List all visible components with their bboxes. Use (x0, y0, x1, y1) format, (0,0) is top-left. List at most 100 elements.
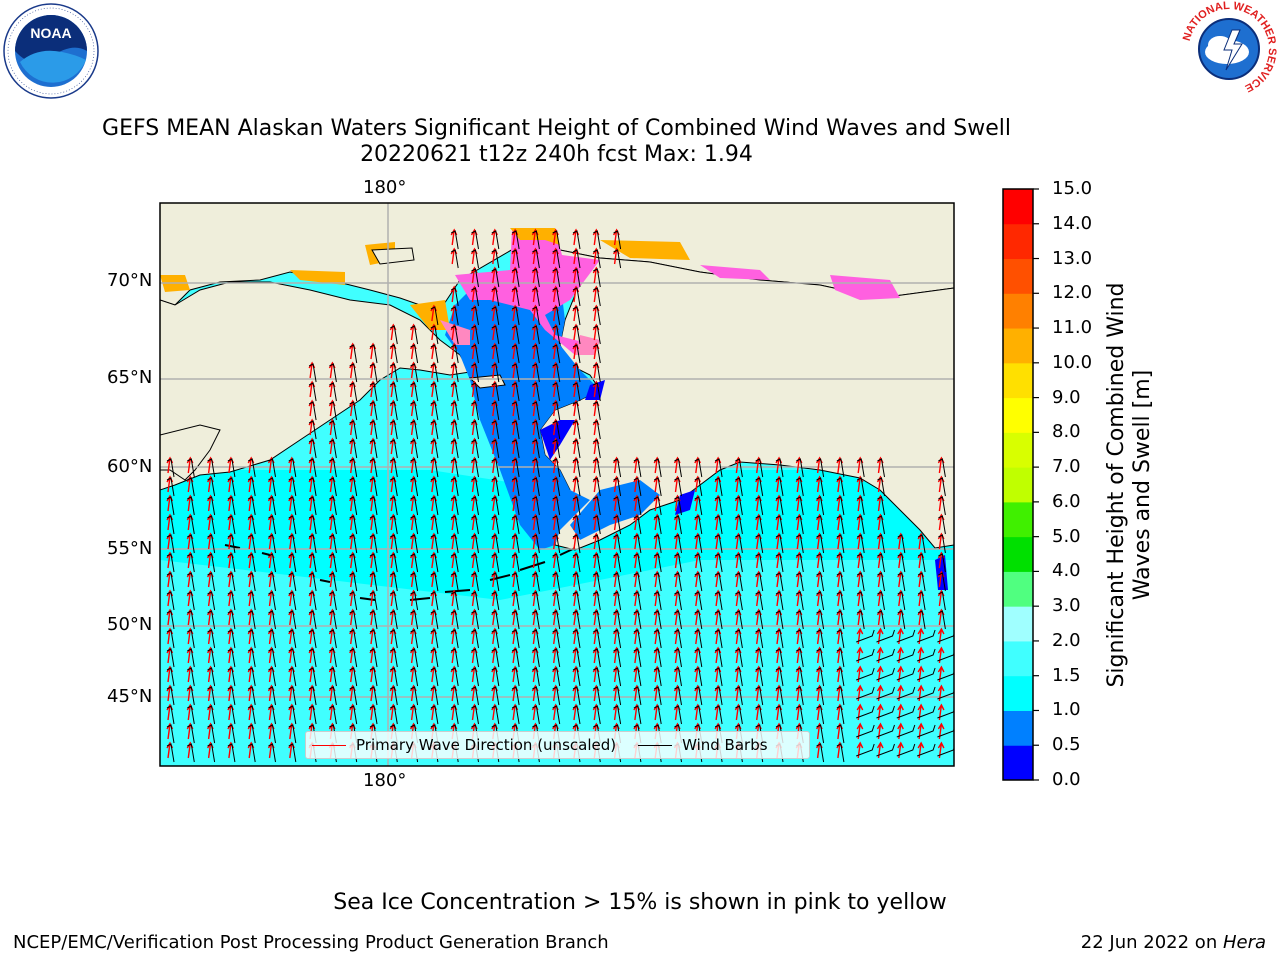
wind-barb (410, 420, 419, 440)
wind-barb (653, 591, 662, 611)
wind-barb (166, 629, 175, 649)
wind-barb (349, 363, 358, 383)
ocean-0.5-1m-region (445, 260, 600, 550)
colorbar-tick-label: 5.0 (1052, 525, 1081, 547)
lat-label-65: 65°N (107, 367, 153, 388)
wind-barb (369, 534, 378, 554)
wind-barb (166, 553, 175, 573)
wind-barb (349, 686, 358, 706)
wind-barb (735, 610, 743, 630)
wind-barb (816, 591, 825, 611)
wind-barb (775, 515, 784, 535)
wind-barb (410, 401, 419, 421)
wind-barb (938, 591, 946, 611)
colorbar-band (1003, 362, 1033, 399)
wind-barb (856, 515, 865, 535)
wind-barb (247, 648, 256, 668)
wind-barb (450, 287, 459, 307)
wind-barb (694, 553, 703, 573)
wind-barb (714, 458, 723, 478)
wind-barb (552, 496, 561, 516)
wind-barb (187, 743, 195, 763)
wind-barb (572, 401, 581, 421)
wind-barb (613, 572, 622, 592)
wind-barb (674, 629, 682, 649)
wind-barb (491, 477, 500, 497)
wind-barb (755, 458, 764, 478)
wind-barb (714, 610, 723, 630)
wind-barb (633, 629, 642, 649)
wind-barb (572, 477, 581, 497)
wind-barb (288, 458, 297, 478)
wind-barb (511, 629, 520, 649)
wind-barb (268, 724, 276, 744)
wind-barb (532, 306, 540, 326)
wind-barb (572, 705, 581, 725)
wind-barb (532, 705, 540, 725)
wind-barb (593, 686, 601, 706)
wind-barb (187, 686, 195, 706)
wind-barb (735, 629, 743, 649)
wind-barb (268, 458, 276, 478)
lat-label-45: 45°N (107, 686, 153, 707)
wind-barb (430, 325, 439, 345)
wind-barb (491, 496, 500, 516)
wind-barb (471, 705, 479, 725)
wind-barb (593, 249, 601, 269)
wind-barb (349, 439, 358, 459)
wind-barb (430, 591, 439, 611)
wind-barb (369, 458, 378, 478)
wind-barb (410, 458, 419, 478)
wind-barb (471, 553, 479, 573)
wind-barb (876, 743, 895, 757)
wind-barb (288, 496, 297, 516)
wind-barb (430, 458, 439, 478)
wind-barb (796, 515, 804, 535)
wind-barb (288, 648, 297, 668)
wind-barb (714, 667, 723, 687)
wind-barb (207, 667, 216, 687)
wind-barb (430, 705, 439, 725)
wind-barb (938, 534, 946, 554)
wind-barb (430, 629, 439, 649)
wind-barb (775, 591, 784, 611)
wind-barb (166, 705, 175, 725)
wind-barb (775, 705, 784, 725)
wind-barb (329, 686, 337, 706)
wind-barb (511, 401, 520, 421)
footer-left: NCEP/EMC/Verification Post Processing Pr… (13, 932, 609, 953)
wind-barb (288, 629, 297, 649)
wind-barb (897, 610, 906, 630)
wind-barb (329, 420, 337, 440)
wind-barb (369, 344, 378, 364)
legend-label-wind: Wind Barbs (682, 736, 768, 754)
wind-barb (349, 344, 358, 364)
wind-barb (593, 553, 601, 573)
colorbar-tick-label: 8.0 (1052, 421, 1081, 443)
wind-barb (349, 553, 358, 573)
wind-barb (491, 686, 500, 706)
wind-barb (329, 705, 337, 725)
wind-barb (390, 420, 398, 440)
wind-barb (288, 667, 297, 687)
wind-barb (450, 610, 459, 630)
wind-barb (653, 667, 662, 687)
wind-barb (511, 667, 520, 687)
wind-barb (491, 648, 500, 668)
wind-barb (166, 610, 175, 630)
wind-barb (247, 477, 256, 497)
wind-barb (694, 572, 703, 592)
wind-barb (450, 553, 459, 573)
wind-barb (511, 458, 520, 478)
colorbar-tick-label: 9.0 (1052, 386, 1081, 408)
wind-barb (877, 572, 885, 592)
wind-barb (450, 249, 459, 269)
wind-barb (471, 496, 479, 516)
wind-barb (897, 572, 906, 592)
wind-barb (430, 534, 439, 554)
wind-barb (430, 306, 439, 326)
wind-barb (471, 344, 479, 364)
wind-barb (613, 591, 622, 611)
wind-barb (227, 629, 236, 649)
wind-barb (430, 572, 439, 592)
